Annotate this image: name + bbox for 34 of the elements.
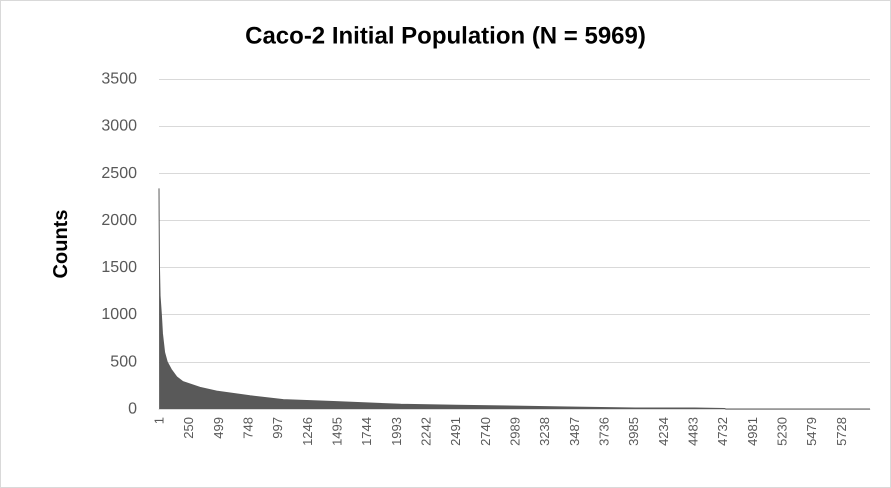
y-tick-label: 0 xyxy=(128,400,138,418)
x-tick-label: 4981 xyxy=(744,417,760,446)
x-tick-label: 3487 xyxy=(566,417,582,446)
x-tick-label: 4234 xyxy=(656,417,671,446)
y-tick-label: 3000 xyxy=(101,118,138,135)
x-tick-label: 1744 xyxy=(359,417,374,446)
y-axis-title: Counts xyxy=(50,210,72,278)
x-tick-label: 1 xyxy=(152,417,166,424)
x-tick-label: 2491 xyxy=(448,417,464,446)
y-tick-label: 2000 xyxy=(101,212,138,229)
x-tick-label: 3985 xyxy=(626,417,642,446)
x-tick-label: 5479 xyxy=(804,417,820,446)
y-tick-label: 3500 xyxy=(101,70,138,88)
x-tick-label: 5230 xyxy=(774,417,790,446)
y-tick-label: 500 xyxy=(110,353,138,370)
y-tick-label: 1000 xyxy=(101,306,138,324)
x-tick-label: 1993 xyxy=(388,417,404,446)
x-tick-label: 4732 xyxy=(715,417,730,446)
x-tick-label: 4483 xyxy=(685,417,700,446)
x-tick-label: 3238 xyxy=(537,417,552,446)
x-tick-label: 3736 xyxy=(596,417,612,446)
x-tick-label: 5728 xyxy=(834,417,849,446)
chart-title: Caco-2 Initial Population (N = 5969) xyxy=(245,22,646,50)
x-tick-label: 2242 xyxy=(418,417,434,446)
x-tick-label: 748 xyxy=(240,417,256,439)
x-tick-label: 250 xyxy=(181,417,196,439)
x-tick-label: 499 xyxy=(210,417,226,439)
y-tick-label: 2500 xyxy=(101,164,138,182)
x-tick-label: 2740 xyxy=(478,417,493,446)
y-tick-label: 1500 xyxy=(101,259,138,276)
x-tick-label: 1246 xyxy=(300,417,315,446)
x-tick-label: 2989 xyxy=(507,417,522,446)
x-tick-label: 997 xyxy=(270,417,286,439)
x-tick-label: 1495 xyxy=(329,417,344,446)
